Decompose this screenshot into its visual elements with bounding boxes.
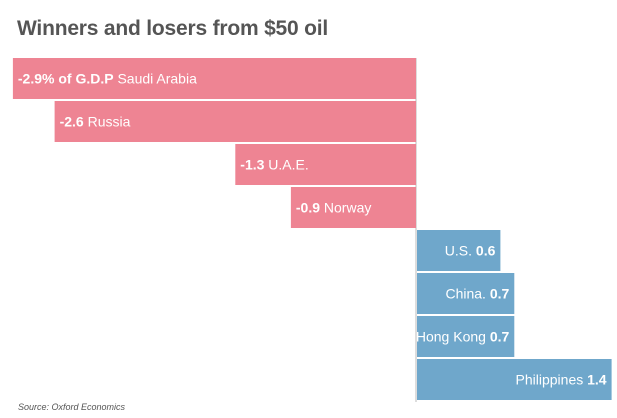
bar-label: -0.9 Norway [296,200,371,216]
bar-norway [290,187,416,228]
bar-u-s [417,230,501,271]
bar-hong-kong [417,316,515,357]
bar-philippines [417,359,612,400]
bar-category-label: U.A.E. [264,157,308,173]
bar-label: U.S. 0.6 [445,243,496,259]
bar-value-label: -0.9 [296,200,320,216]
source-note: Source: Oxford Economics [18,402,126,412]
bar-label: Philippines 1.4 [516,372,607,388]
chart-title: Winners and losers from $50 oil [17,17,329,40]
bar-russia [54,101,416,142]
bar-label: -1.3 U.A.E. [240,157,308,173]
bar-value-label: 0.7 [490,286,510,302]
bar-label: -2.9% of G.D.P Saudi Arabia [18,71,197,87]
bar-value-label: -2.9% of G.D.P [18,71,114,87]
bar-category-label: China. [445,286,489,302]
bar-china [417,273,515,314]
bar-u-a-e [235,144,416,185]
bar-category-label: Russia [84,114,131,130]
bar-label: -2.6 Russia [60,114,131,130]
bar-value-label: -1.3 [240,157,264,173]
bar-category-label: Norway [320,200,371,216]
bar-value-label: 1.4 [587,372,607,388]
bar-category-label: Philippines [516,372,588,388]
bar-category-label: Hong Kong [416,329,490,345]
bar-value-label: 0.7 [490,329,510,345]
bar-saudi-arabia [12,58,417,99]
bar-label: China. 0.7 [445,286,509,302]
bar-category-label: U.S. [445,243,476,259]
bar-value-label: 0.6 [476,243,496,259]
bar-value-label: -2.6 [60,114,84,130]
bar-category-label: Saudi Arabia [114,71,197,87]
bar-label: Hong Kong 0.7 [416,329,510,345]
